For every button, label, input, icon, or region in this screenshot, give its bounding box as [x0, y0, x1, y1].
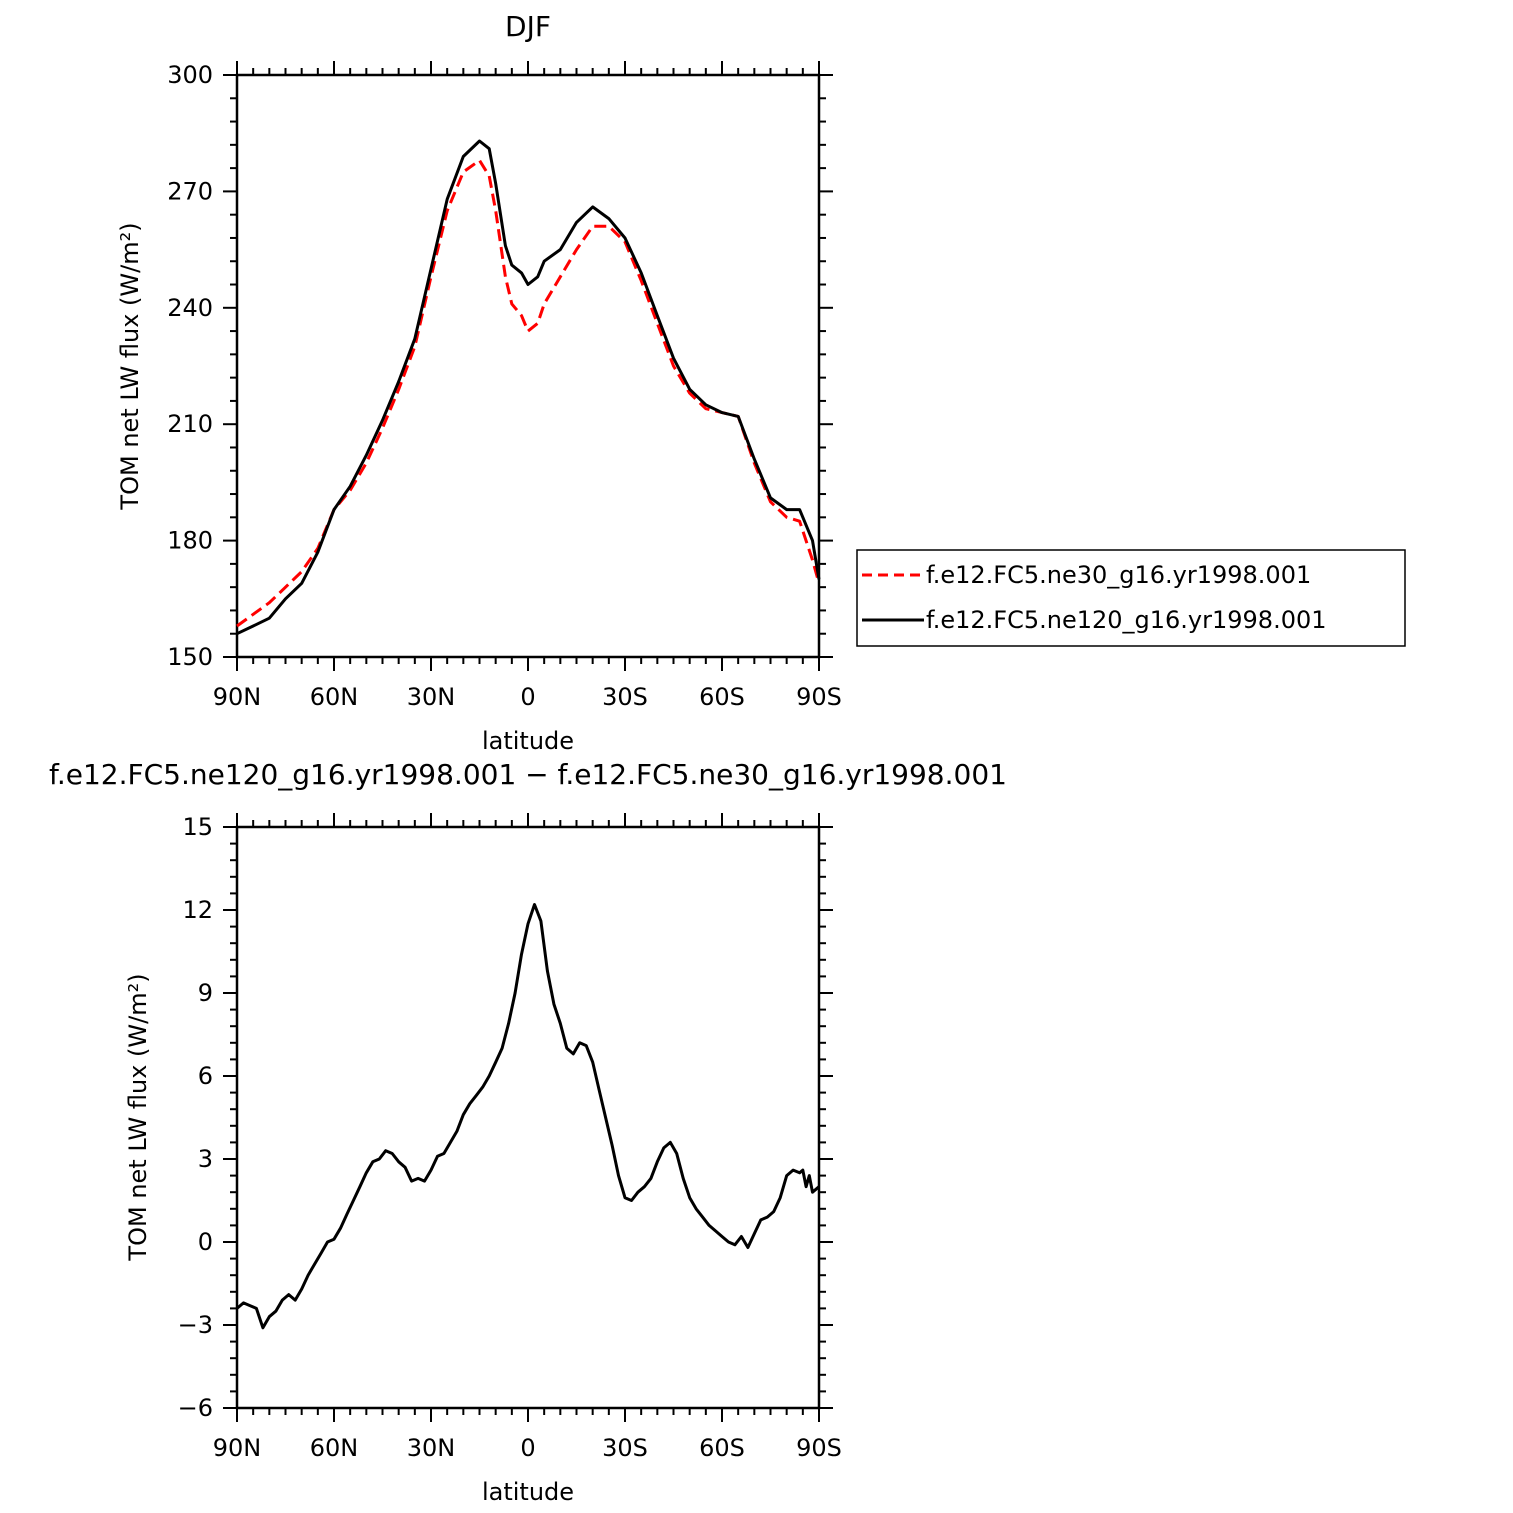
series-line-f-e12-fc5-ne30-g16-yr1998-001: [236, 158, 821, 628]
series-line-f-e12-fc5-ne120-g16-yr1998-001: [236, 139, 821, 636]
bottom-axis-ticks: −6 −3 0 3 6 9 12 15 90N 60N 30N 0 30S 60S 90S: [178, 813, 842, 1462]
x-tick-label: 30S: [602, 1434, 648, 1462]
x-tick-label: 30S: [602, 683, 648, 711]
y-tick-label: 9: [198, 979, 213, 1007]
bottom-panel-title: f.e12.FC5.ne120_g16.yr1998.001 − f.e12.F…: [49, 758, 1007, 791]
x-tick-label: 30N: [407, 1434, 456, 1462]
x-tick-label: 90S: [796, 1434, 842, 1462]
y-tick-label: 210: [167, 410, 213, 438]
legend-box: [856, 549, 1406, 647]
y-tick-label: −3: [178, 1311, 213, 1339]
x-tick-label: 90S: [796, 683, 842, 711]
y-tick-label: −6: [178, 1394, 213, 1422]
top-panel: DJF 150 180 210 240 270 300 90N 60N 30N 0 30S 60S 90…: [116, 10, 842, 755]
x-tick-label: 0: [520, 1434, 535, 1462]
x-tick-label: 60S: [699, 1434, 745, 1462]
x-tick-label: 90N: [213, 683, 262, 711]
top-panel-title: DJF: [505, 10, 551, 43]
top-x-axis-label: latitude: [482, 727, 574, 755]
x-tick-label: 60N: [310, 1434, 359, 1462]
y-tick-label: 15: [182, 813, 213, 841]
x-tick-label: 0: [520, 683, 535, 711]
y-tick-label: 180: [167, 527, 213, 555]
y-tick-label: 240: [167, 294, 213, 322]
y-tick-label: 3: [198, 1145, 213, 1173]
top-axis-ticks: 150 180 210 240 270 300 90N 60N 30N 0 30S 60S 90S: [167, 61, 842, 711]
bottom-y-axis-label: TOM net LW flux (W/m²): [124, 973, 152, 1261]
bottom-series-group: [236, 903, 820, 1330]
legend-label-ne120: f.e12.FC5.ne120_g16.yr1998.001: [926, 606, 1327, 634]
bottom-plot-frame: [235, 825, 821, 1410]
y-tick-label: 12: [182, 896, 213, 924]
bottom-panel: f.e12.FC5.ne120_g16.yr1998.001 − f.e12.F…: [49, 758, 1007, 1506]
bottom-x-axis-label: latitude: [482, 1478, 574, 1506]
y-tick-label: 150: [167, 643, 213, 671]
top-series-group: [236, 139, 821, 636]
x-tick-label: 90N: [213, 1434, 262, 1462]
x-tick-label: 30N: [407, 683, 456, 711]
y-tick-label: 6: [198, 1062, 213, 1090]
x-tick-label: 60N: [310, 683, 359, 711]
legend-label-ne30: f.e12.FC5.ne30_g16.yr1998.001: [926, 561, 1311, 589]
legend: f.e12.FC5.ne30_g16.yr1998.001 f.e12.FC5.…: [856, 549, 1406, 647]
x-tick-label: 60S: [699, 683, 745, 711]
y-tick-label: 0: [198, 1228, 213, 1256]
y-tick-label: 300: [167, 61, 213, 89]
top-plot-frame: [235, 73, 821, 659]
series-line-diff-0: [236, 903, 820, 1330]
y-tick-label: 270: [167, 177, 213, 205]
top-y-axis-label: TOM net LW flux (W/m²): [116, 222, 144, 510]
